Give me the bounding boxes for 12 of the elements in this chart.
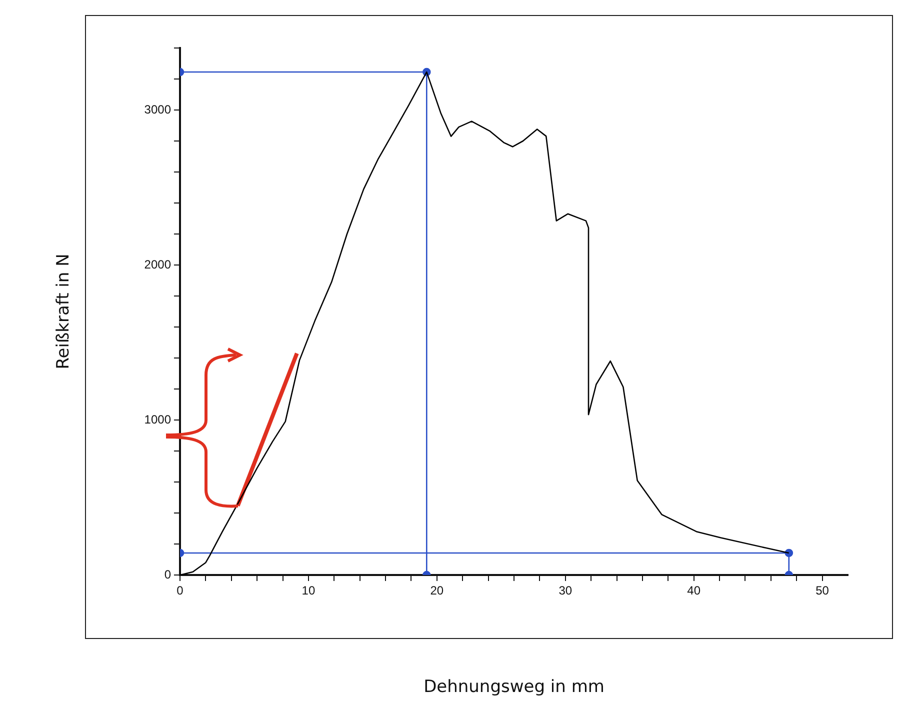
y-tick-label: 3000 [144, 102, 172, 116]
y-tick-label: 1000 [144, 412, 172, 426]
x-tick-label: 50 [816, 584, 830, 598]
x-tick-label: 20 [430, 584, 444, 598]
x-tick-label: 10 [302, 584, 316, 598]
x-tick-label: 40 [687, 584, 701, 598]
y-tick-label: 2000 [144, 257, 172, 272]
x-axis-title: Dehnungsweg in mm [424, 677, 604, 698]
y-axis-title: Reißkraft in N [54, 254, 74, 370]
y-tick-label: 0 [164, 567, 172, 582]
x-tick-label: 0 [176, 584, 184, 598]
x-tick-label: 30 [558, 584, 572, 598]
